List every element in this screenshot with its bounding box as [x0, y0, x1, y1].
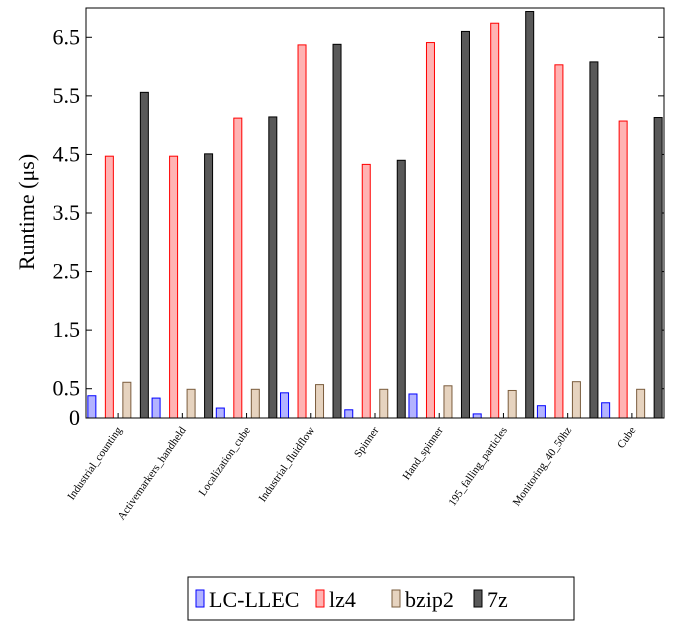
plot-frame — [85, 7, 665, 419]
x-category-label: Monitoring_40_50hz — [511, 425, 575, 509]
bar-lz4-1 — [169, 155, 179, 419]
bar-bzip2-7 — [571, 381, 581, 419]
bar-lc-llec-3 — [280, 392, 290, 419]
bar-7z-6 — [525, 11, 535, 419]
y-tick-label: 0 — [69, 405, 80, 430]
bar-bzip2-6 — [507, 389, 517, 419]
y-tick-label: 4.5 — [53, 141, 81, 166]
legend-swatch-lc-llec — [195, 589, 205, 608]
bar-bzip2-8 — [636, 388, 646, 419]
legend-label: lz4 — [329, 587, 356, 612]
bar-7z-1 — [204, 153, 214, 419]
bar-lz4-3 — [297, 44, 307, 419]
bar-lz4-4 — [361, 163, 371, 419]
x-category-label: Industrial_fluidflow — [257, 425, 318, 505]
bar-7z-8 — [653, 117, 663, 419]
legend-swatch-lz4 — [315, 589, 325, 608]
bar-lc-llec-5 — [408, 393, 418, 419]
legend-swatch-bzip2 — [391, 589, 401, 608]
legend-label: bzip2 — [405, 587, 454, 612]
y-tick-label: 6.5 — [53, 24, 81, 49]
bar-lz4-8 — [618, 120, 628, 419]
y-tick-label: 5.5 — [53, 83, 81, 108]
bar-7z-3 — [332, 43, 342, 419]
legend-frame — [187, 576, 575, 621]
bar-lz4-5 — [425, 42, 435, 419]
bar-lc-llec-7 — [536, 405, 546, 419]
legend-swatch-7z — [473, 589, 483, 608]
y-axis-ticks: 0 0.5 1.5 2.5 3.5 4.5 5.5 6.5 — [53, 24, 664, 430]
bar-7z-0 — [139, 91, 149, 419]
x-category-label: 195_falling_particles — [446, 425, 509, 508]
x-category-label: Industrial_counting — [65, 424, 125, 502]
bar-7z-2 — [268, 116, 278, 419]
bar-lc-llec-0 — [87, 395, 97, 419]
y-tick-label: 1.5 — [53, 317, 81, 342]
bar-7z-5 — [460, 30, 470, 419]
bar-7z-7 — [589, 61, 599, 419]
bar-lc-llec-6 — [472, 413, 482, 419]
bar-lc-llec-1 — [151, 397, 161, 419]
bar-7z-4 — [396, 159, 406, 419]
bar-lz4-2 — [233, 117, 243, 419]
bar-bzip2-4 — [379, 388, 389, 419]
y-tick-label: 3.5 — [53, 200, 81, 225]
legend: LC-LLEC lz4 bzip2 7z — [187, 576, 575, 621]
bar-bzip2-2 — [250, 388, 260, 419]
bar-lz4-7 — [554, 64, 564, 419]
bar-bzip2-3 — [315, 384, 325, 419]
x-category-label: Activemarkers_handheld — [116, 424, 190, 522]
legend-label: LC-LLEC — [209, 587, 299, 612]
bars — [87, 11, 663, 419]
bar-bzip2-0 — [122, 381, 132, 419]
x-category-label: Localization_cube — [197, 425, 253, 499]
bar-lz4-6 — [490, 22, 500, 419]
x-category-label: Cube — [615, 425, 638, 451]
x-category-label: Hand_spinner — [400, 425, 445, 483]
legend-label: 7z — [487, 587, 508, 612]
bar-lz4-0 — [104, 155, 114, 419]
y-axis-title: Runtime (μs) — [14, 154, 39, 270]
bar-lc-llec-8 — [601, 402, 611, 419]
bar-bzip2-5 — [443, 385, 453, 419]
bar-lc-llec-2 — [215, 407, 225, 419]
bar-bzip2-1 — [186, 388, 196, 419]
y-tick-label: 2.5 — [53, 259, 81, 284]
bar-lc-llec-4 — [344, 409, 354, 419]
y-tick-label: 0.5 — [53, 376, 81, 401]
x-category-label: Spinner — [352, 425, 382, 460]
category-labels: Industrial_countingActivemarkers_handhel… — [65, 413, 638, 522]
